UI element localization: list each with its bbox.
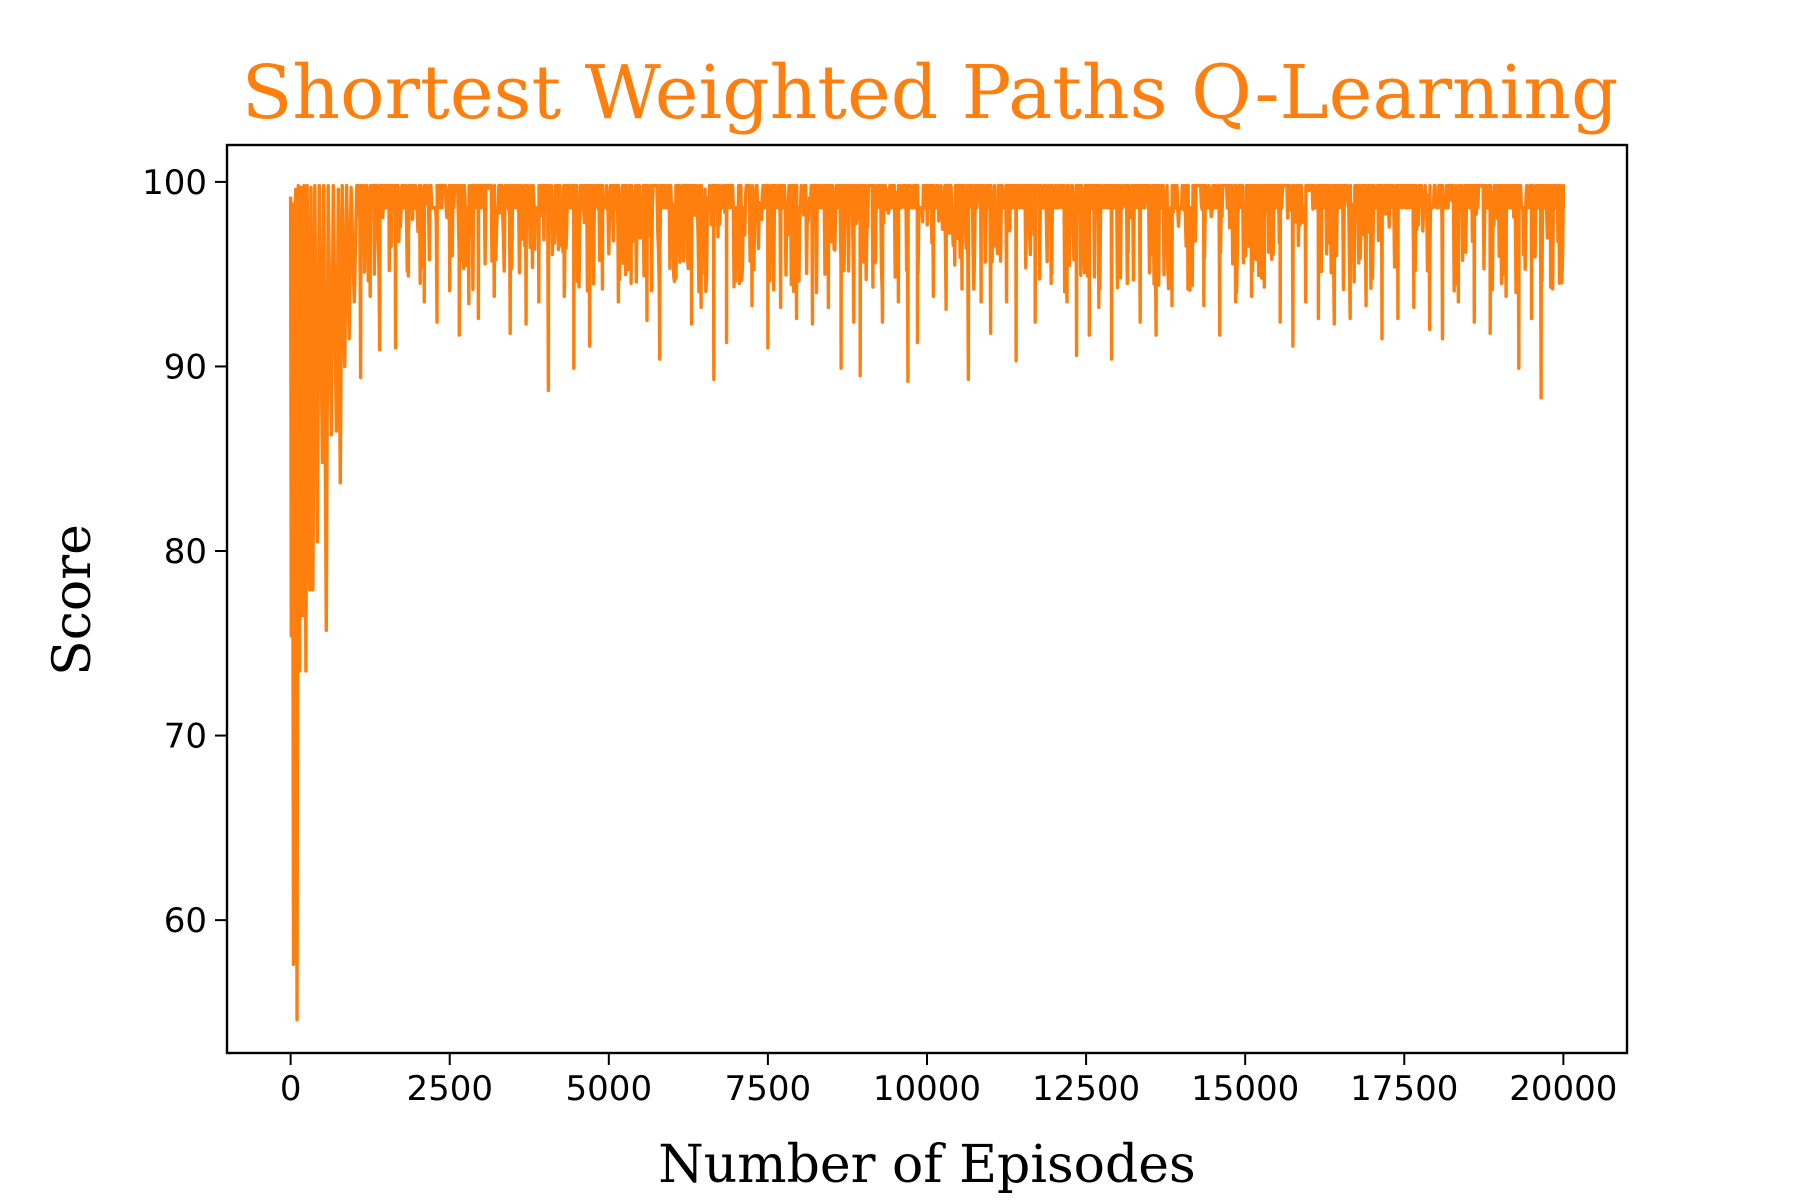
x-tick-label: 2500 — [406, 1069, 493, 1109]
x-tick-label: 5000 — [566, 1069, 653, 1109]
x-axis-label: Number of Episodes — [658, 1135, 1195, 1195]
x-tick-label: 7500 — [725, 1069, 812, 1109]
series-layer — [288, 183, 1566, 1022]
plot-area — [227, 145, 1627, 1053]
x-tick-label: 17500 — [1350, 1069, 1458, 1109]
x-tick-label: 12500 — [1032, 1069, 1140, 1109]
x-tick-label: 10000 — [873, 1069, 981, 1109]
y-tick-label: 70 — [164, 717, 207, 757]
y-axis: 60 70 80 90 100 — [142, 163, 227, 941]
x-tick-label: 0 — [280, 1069, 302, 1109]
y-tick-label: 100 — [142, 163, 207, 203]
x-tick-label: 20000 — [1509, 1069, 1617, 1109]
x-axis: 0 2500 5000 7500 10000 12500 15000 17500 20000 — [280, 1053, 1617, 1109]
y-tick-label: 60 — [164, 901, 207, 941]
y-tick-label: 80 — [164, 532, 207, 572]
chart-title: Shortest Weighted Paths Q-Learning — [242, 50, 1619, 136]
y-axis-label: Score — [43, 524, 103, 676]
y-tick-label: 90 — [164, 347, 207, 387]
series-line — [288, 183, 1566, 1022]
x-tick-label: 15000 — [1191, 1069, 1299, 1109]
